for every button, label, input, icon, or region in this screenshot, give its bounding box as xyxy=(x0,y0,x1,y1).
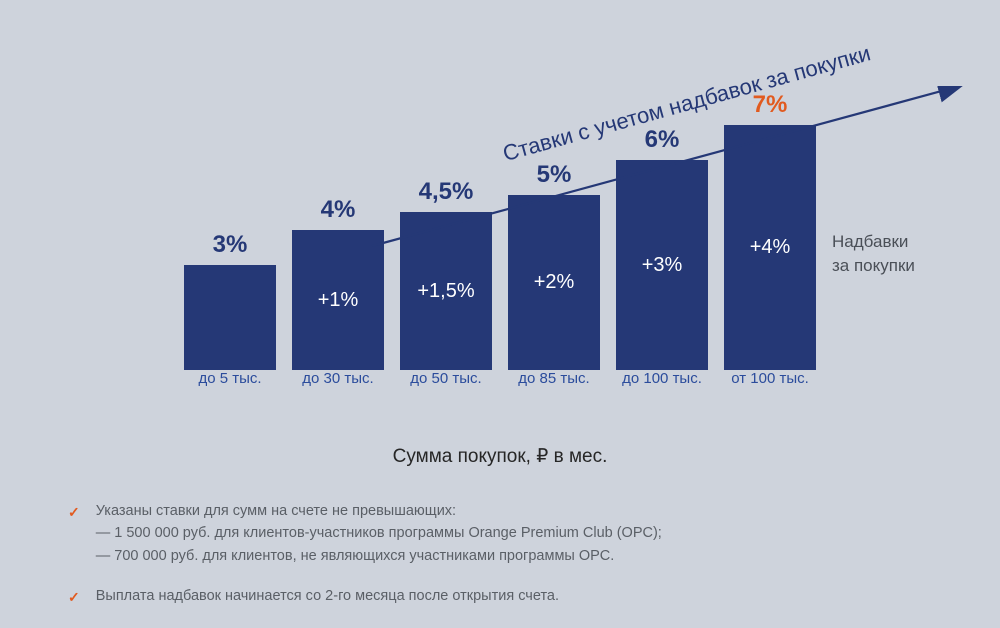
notes-section: ✓ Указаны ставки для сумм на счете не пре… xyxy=(68,500,948,627)
side-label: Надбавки за покупки xyxy=(832,230,915,278)
rate-chart: Ставки с учетом надбавок за покупки 3%4%… xyxy=(180,60,820,400)
axis-caption: Сумма покупок, ₽ в мес. xyxy=(0,445,1000,468)
bar-top-label: 3% xyxy=(213,231,248,259)
x-axis-labels: до 5 тыс. до 30 тыс. до 50 тыс. до 85 тыс. д… xyxy=(180,370,820,387)
check-icon: ✓ xyxy=(68,502,80,567)
bar-inner-label: +1% xyxy=(318,289,359,312)
note-item: ✓ Выплата надбавок начинается со 2-го мес… xyxy=(68,585,948,609)
bar-column: 3% xyxy=(180,231,280,370)
bar: +2% xyxy=(508,195,600,370)
bar-inner-label: +3% xyxy=(642,254,683,277)
note-line: — 700 000 руб. для клиентов, не являющих… xyxy=(96,545,662,567)
note-line: Указаны ставки для сумм на счете не прев… xyxy=(96,500,662,522)
bar-inner-label: +1,5% xyxy=(417,280,474,303)
note-line: — 1 500 000 руб. для клиентов-участников… xyxy=(96,522,662,544)
bar-top-label: 4,5% xyxy=(419,178,474,206)
x-axis-label: от 100 тыс. xyxy=(720,370,820,387)
bars-container: 3% 4% +1% 4,5% +1,5% 5% +2% 6% +3% 7% +4% xyxy=(180,60,820,370)
bar-column: 4,5% +1,5% xyxy=(396,178,496,370)
bar-top-label: 5% xyxy=(537,161,572,189)
side-label-line1: Надбавки xyxy=(832,230,915,254)
bar-inner-label: +2% xyxy=(534,271,575,294)
check-icon: ✓ xyxy=(68,587,80,609)
x-axis-label: до 50 тыс. xyxy=(396,370,496,387)
bar-column: 5% +2% xyxy=(504,161,604,370)
bar-column: 4% +1% xyxy=(288,196,388,370)
bar-column: 6% +3% xyxy=(612,126,712,370)
bar-inner-label: +4% xyxy=(750,236,791,259)
bar: +1% xyxy=(292,230,384,370)
note-item: ✓ Указаны ставки для сумм на счете не пре… xyxy=(68,500,948,567)
bar-top-label: 7% xyxy=(753,91,788,119)
x-axis-label: до 100 тыс. xyxy=(612,370,712,387)
x-axis-label: до 5 тыс. xyxy=(180,370,280,387)
bar xyxy=(184,265,276,370)
bar-column: 7% +4% xyxy=(720,91,820,370)
bar-top-label: 4% xyxy=(321,196,356,224)
note-text: Указаны ставки для сумм на счете не прев… xyxy=(96,500,662,567)
bar: +3% xyxy=(616,160,708,370)
note-line: Выплата надбавок начинается со 2-го меся… xyxy=(96,585,559,607)
note-text: Выплата надбавок начинается со 2-го меся… xyxy=(96,585,559,609)
bar: +1,5% xyxy=(400,212,492,370)
side-label-line2: за покупки xyxy=(832,254,915,278)
x-axis-label: до 30 тыс. xyxy=(288,370,388,387)
bar-top-label: 6% xyxy=(645,126,680,154)
x-axis-label: до 85 тыс. xyxy=(504,370,604,387)
bar: +4% xyxy=(724,125,816,370)
